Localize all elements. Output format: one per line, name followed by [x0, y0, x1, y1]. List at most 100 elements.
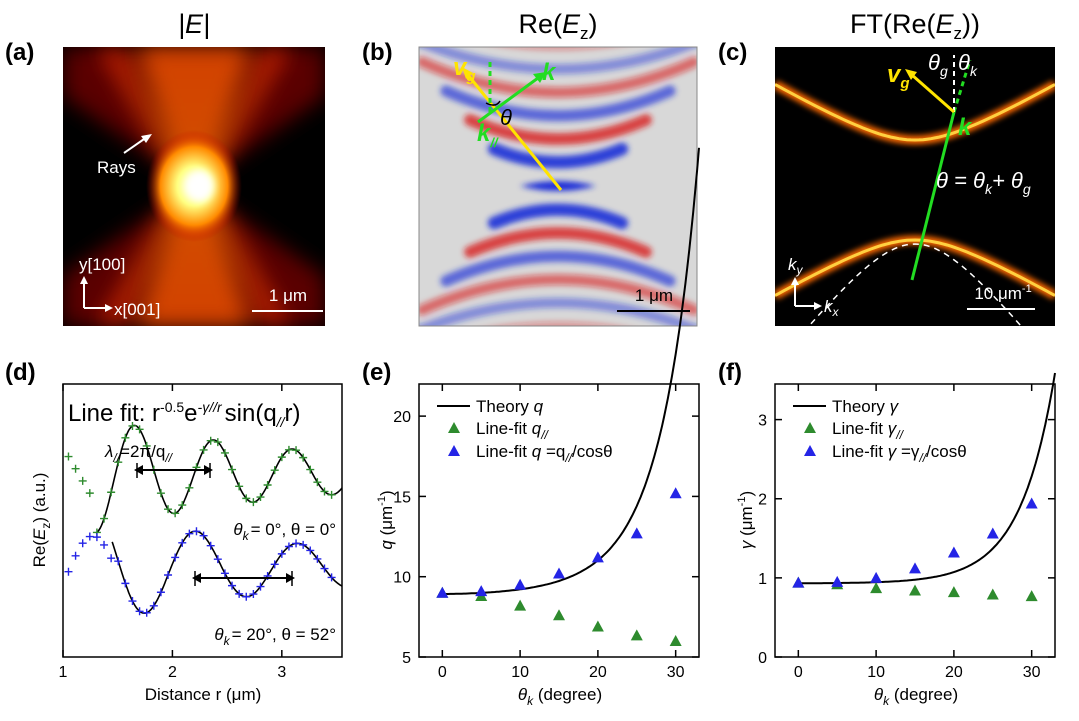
data-point-green: [249, 498, 258, 507]
x-tick-label: 1: [59, 664, 68, 681]
data-point-green: [313, 478, 322, 487]
data-point-blue: [270, 560, 279, 569]
data-point-blue: [792, 576, 805, 588]
data-point-blue: [100, 540, 109, 549]
ylabel-d: Re(Ez) (a.u.): [30, 473, 53, 568]
x-tick-label: 0: [438, 664, 447, 681]
legend-marker-blue-f: [804, 445, 816, 456]
data-point-green: [263, 481, 272, 490]
data-point-green: [277, 453, 286, 462]
ylabel-f: γ (μm-1): [736, 491, 756, 549]
data-point-green: [284, 445, 293, 454]
k-label-b: k: [542, 59, 557, 86]
data-point-blue: [92, 533, 101, 542]
x-tick-label: 30: [1023, 664, 1041, 681]
axis-y-label: y[100]: [79, 255, 125, 274]
data-point-blue: [630, 527, 643, 539]
y-tick-label: 1: [758, 571, 767, 588]
data-point-blue: [78, 539, 87, 548]
theta-eq-c: θ = θk+ θg: [936, 168, 1031, 197]
data-point-green: [270, 466, 279, 475]
rays-arrowhead: [141, 134, 152, 143]
data-point-green: [121, 433, 130, 442]
y-tick-label: 5: [402, 650, 411, 667]
title-c: FT(Re(Ez)): [850, 9, 980, 43]
data-point-blue: [178, 538, 187, 547]
data-point-blue: [947, 546, 960, 558]
data-point-blue: [64, 567, 73, 576]
k-dash-c: [952, 59, 972, 113]
data-point-blue: [249, 590, 258, 599]
data-point-blue: [135, 607, 144, 616]
data-point-blue: [199, 531, 208, 540]
x-tick-label: 10: [511, 664, 529, 681]
data-point-green: [164, 505, 173, 514]
x-tick-label: 3: [277, 664, 286, 681]
scale-label-c: 10 μm-1: [974, 283, 1031, 303]
data-point-green: [171, 509, 180, 518]
data-point-green: [228, 465, 237, 474]
y-tick-label: 15: [393, 489, 411, 506]
axes-frame-f: [774, 383, 1056, 658]
scale-label-b: 1 μm: [635, 286, 673, 305]
fit-line-green: [95, 424, 343, 534]
panel-label-e: (e): [362, 359, 391, 386]
data-point-green: [235, 482, 244, 491]
data-point-green: [128, 421, 137, 430]
data-point-blue: [591, 551, 604, 563]
axis-x-label: x[001]: [114, 300, 160, 319]
data-point-green: [220, 448, 229, 457]
plot-e: 0 10 20 30 5 10 15 20: [393, 147, 700, 681]
data-point-green: [213, 438, 222, 447]
y-tick-label: 0: [758, 650, 767, 667]
legend-fit2-f: Line-fit γ =γ///cosθ: [832, 442, 967, 465]
fringe: [419, 56, 697, 98]
data-point-blue: [192, 527, 201, 536]
fringe: [419, 274, 697, 316]
data-point-blue: [107, 554, 116, 563]
x-tick-label: 0: [794, 664, 803, 681]
x-tick-label: 20: [945, 664, 963, 681]
data-point-blue: [128, 597, 137, 606]
xlabel-d: Distance r (μm): [145, 685, 262, 704]
data-point-green: [669, 634, 682, 646]
panel-label-d: (d): [5, 359, 36, 386]
data-point-blue: [870, 571, 883, 583]
data-point-green: [107, 488, 116, 497]
y-tick-label: 2: [758, 492, 767, 509]
vg-line-b: [466, 74, 563, 191]
x-tick-label: 10: [867, 664, 885, 681]
data-point-green: [242, 494, 251, 503]
field-map-a: [63, 47, 325, 326]
data-point-green: [156, 489, 165, 498]
data-point-green: [1025, 590, 1038, 602]
ylabel-e: q (μm-1): [376, 490, 396, 549]
data-point-green: [514, 599, 527, 611]
data-point-blue: [206, 541, 215, 550]
legend-fit2-e: Line-fit q =q///cosθ: [476, 442, 613, 465]
data-point-blue: [256, 582, 265, 591]
fourier-map-c: [775, 47, 1055, 326]
axes-frame-d: [62, 383, 343, 658]
theta-label-b: θ: [500, 105, 512, 130]
theta-g-label: θg: [928, 50, 948, 79]
data-point-blue: [213, 555, 222, 564]
data-point-blue: [142, 608, 151, 617]
data-point-green: [630, 629, 643, 641]
data-point-green: [320, 487, 329, 496]
data-point-blue: [320, 564, 329, 573]
data-point-green: [553, 609, 565, 621]
data-point-blue: [292, 539, 301, 548]
data-point-blue: [185, 529, 194, 538]
scale-label-a: 1 μm: [269, 286, 307, 305]
vg-arrowhead-b: [462, 67, 473, 79]
data-point-green: [199, 445, 208, 454]
theta-k-label: θk: [958, 50, 978, 79]
condition-top-d: θk = 0°, θ = 0°: [233, 520, 336, 543]
kx-label: kx: [824, 297, 840, 319]
data-point-green: [64, 452, 73, 461]
data-point-blue: [475, 585, 488, 597]
condition-bottom-d: θk = 20°, θ = 52°: [214, 625, 336, 648]
data-point-green: [947, 586, 960, 598]
data-point-blue: [114, 557, 123, 566]
